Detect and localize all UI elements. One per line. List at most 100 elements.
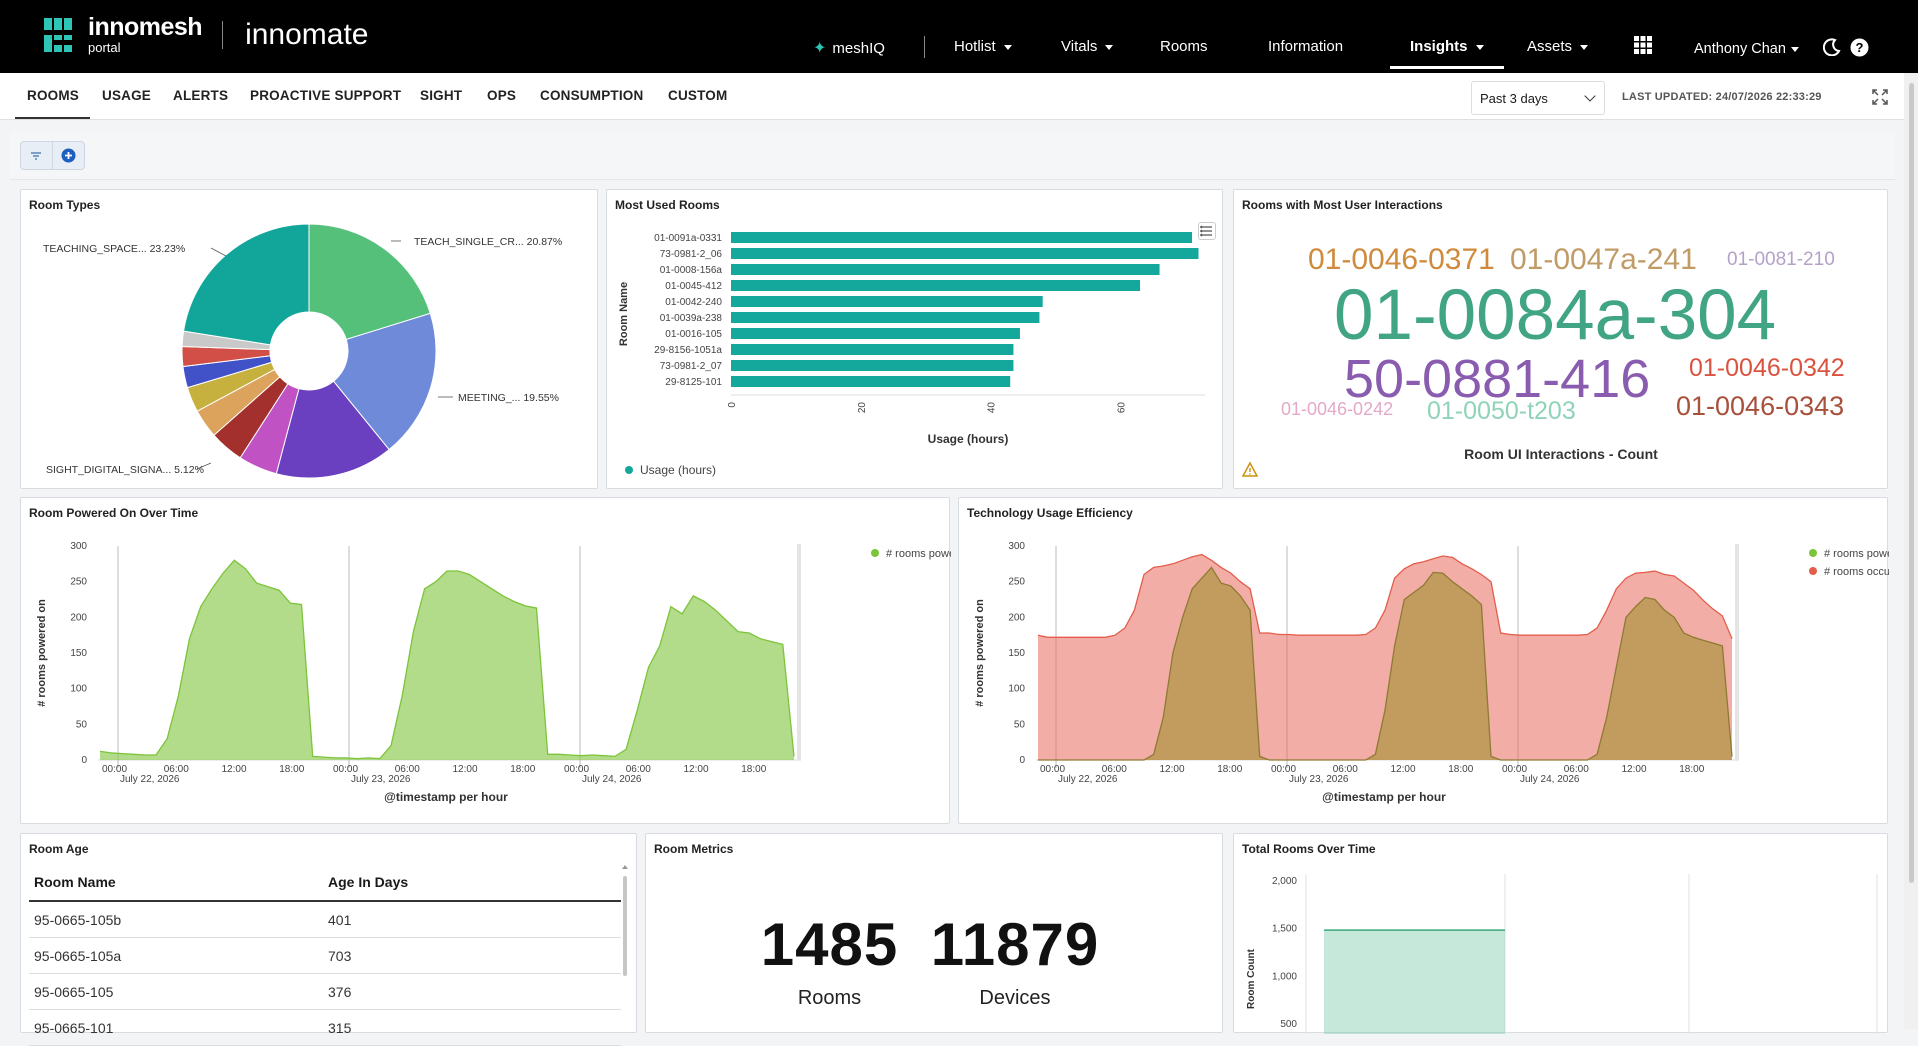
apps-grid-icon[interactable] (1634, 36, 1652, 58)
tab-proactive-support[interactable]: PROACTIVE SUPPORT (250, 88, 402, 103)
logo-line2: portal (88, 40, 121, 55)
cloud-word: 01-0046-0371 (1308, 243, 1495, 276)
page-scrollbar[interactable] (1904, 73, 1918, 1029)
bar (731, 376, 1011, 387)
help-icon[interactable]: ? (1850, 38, 1869, 61)
nav-vitals[interactable]: Vitals (1061, 38, 1114, 55)
top-navbar: innomesh portal innomate ✦ meshIQ Hotlist… (0, 0, 1918, 73)
age-cell: 315 (328, 1019, 352, 1036)
y-tick-label: 50 (1014, 719, 1026, 730)
cloud-word: 01-0081-210 (1727, 249, 1835, 270)
x-tick-label: 06:00 (164, 764, 189, 775)
nav-hotlist[interactable]: Hotlist (954, 38, 1012, 55)
bar (731, 232, 1193, 243)
legend-label: Usage (hours) (640, 463, 716, 477)
time-range-select[interactable]: Past 3 days (1471, 81, 1605, 115)
pie-slices (181, 223, 437, 479)
tab-ops[interactable]: OPS (487, 88, 517, 103)
cloud-word: 01-0050-t203 (1427, 397, 1576, 425)
tab-rooms[interactable]: ROOMS (27, 88, 80, 103)
bar-category-label: 01-0091a-0331 (654, 233, 722, 244)
y-tick-label: 2,000 (1272, 876, 1297, 887)
tab-alerts[interactable]: ALERTS (173, 88, 229, 103)
nav-assets[interactable]: Assets (1527, 38, 1589, 55)
devices-metric: 11879 Devices (910, 910, 1120, 1010)
bar-category-label: 29-8156-1051a (654, 345, 722, 356)
x-date-label: July 24, 2026 (582, 774, 642, 785)
tab-custom[interactable]: CUSTOM (668, 88, 728, 103)
plot-edge (797, 544, 801, 760)
x-date-label: July 23, 2026 (1289, 774, 1349, 785)
x-axis-title: @timestamp per hour (1322, 790, 1446, 804)
most-used-rooms-panel: Most Used Rooms 01-0091a-0331 73-0981-2_0… (606, 189, 1223, 489)
nav-meshiq[interactable]: ✦ meshIQ (813, 40, 885, 57)
room-powered-panel: Room Powered On Over Time 0 50 100 150 200 25… (20, 497, 951, 824)
y-axis-title: # rooms powered on (36, 599, 48, 707)
filter-controls (20, 141, 85, 170)
nav-information[interactable]: Information (1268, 38, 1344, 55)
bar (731, 328, 1020, 339)
panel-title: Room Types (29, 198, 101, 212)
room-age-panel: Room Age Room Name Age In Days 95-0665-1… (20, 833, 637, 1046)
room-types-pie-chart: TEACHING_SPACE... 23.23% TEACH_SINGLE_CR.… (43, 223, 562, 479)
room-metrics-panel: Room Metrics 1485 Rooms 11879 Devices (645, 833, 1223, 1033)
legend-swatch (625, 466, 633, 474)
bar-category-label: 01-0045-412 (665, 281, 722, 292)
chevron-down-icon (1580, 44, 1589, 50)
nav-rooms[interactable]: Rooms (1160, 38, 1208, 55)
cloud-word: 01-0084a-304 (1334, 276, 1776, 355)
total-rooms-area (1324, 930, 1505, 1034)
bar (731, 280, 1141, 291)
legend-toggle-icon[interactable] (1198, 222, 1216, 240)
table-header: Room Name Age In Days (29, 864, 621, 902)
y-tick-label: 1,000 (1272, 971, 1297, 982)
scrollbar-thumb[interactable] (1909, 83, 1914, 883)
x-tick-label: 12:00 (1622, 764, 1647, 775)
x-tick-label: 06:00 (1564, 764, 1589, 775)
tab-sight[interactable]: SIGHT (420, 88, 463, 103)
y-tick-label: 100 (70, 684, 87, 695)
column-header-room-name[interactable]: Room Name (34, 874, 116, 890)
x-date-label: July 24, 2026 (1520, 774, 1580, 785)
area-series-line (99, 559, 795, 760)
tab-usage[interactable]: USAGE (102, 88, 152, 103)
filter-icon[interactable] (21, 142, 53, 169)
x-tick-label: 18:00 (741, 764, 766, 775)
room-name-cell: 95-0665-101 (34, 1019, 114, 1036)
legend-label: # rooms power... (1824, 548, 1889, 560)
column-header-age[interactable]: Age In Days (328, 874, 409, 890)
y-tick-label: 100 (1008, 684, 1025, 695)
panel-title: Technology Usage Efficiency (967, 506, 1133, 520)
table-row: 95-0665-105 376 (29, 974, 621, 1010)
x-tick-label: 06:00 (395, 764, 420, 775)
x-tick-label: 00:00 (102, 764, 127, 775)
nav-divider (924, 36, 925, 58)
bar-y-axis-title: Room Name (618, 282, 630, 346)
user-menu[interactable]: Anthony Chan (1694, 41, 1799, 57)
innomesh-logo[interactable]: innomesh portal innomate (44, 15, 369, 54)
add-filter-icon[interactable] (53, 142, 84, 169)
chevron-down-icon (1790, 46, 1799, 52)
dark-mode-moon-icon[interactable] (1822, 38, 1841, 60)
y-tick-label: 500 (1280, 1019, 1297, 1030)
user-interactions-panel: Rooms with Most User Interactions 01-004… (1233, 189, 1888, 489)
total-rooms-chart: 500 1,000 1,500 2,000 Room Count (1246, 874, 1878, 1034)
nav-insights[interactable]: Insights (1410, 38, 1484, 55)
table-scrollbar[interactable] (621, 864, 629, 1024)
legend-swatch (1809, 567, 1817, 575)
fullscreen-icon[interactable] (1872, 89, 1888, 105)
x-tick-label: 18:00 (279, 764, 304, 775)
bar-x-tick: 20 (857, 402, 868, 414)
bar-x-tick: 40 (987, 402, 998, 414)
x-tick-label: 12:00 (222, 764, 247, 775)
y-tick-label: 150 (70, 648, 87, 659)
x-tick-label: 06:00 (626, 764, 651, 775)
pie-slice (308, 223, 431, 341)
pie-slice (275, 380, 390, 479)
bar-category-label: 01-0039a-238 (660, 313, 723, 324)
warning-icon[interactable] (1241, 461, 1259, 477)
svg-text:?: ? (1856, 40, 1864, 55)
x-tick-label: 00:00 (1271, 764, 1296, 775)
x-tick-label: 00:00 (1040, 764, 1065, 775)
tab-consumption[interactable]: CONSUMPTION (540, 88, 644, 103)
